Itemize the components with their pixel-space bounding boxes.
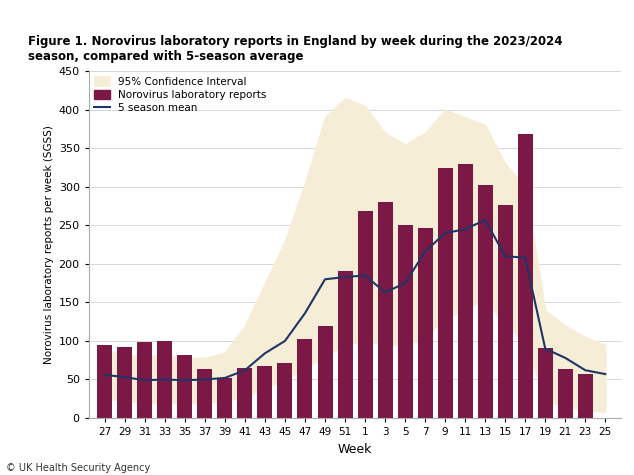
Bar	[418, 228, 432, 418]
Bar	[538, 348, 553, 418]
Bar	[297, 340, 313, 418]
Bar	[178, 355, 192, 418]
X-axis label: Week: Week	[338, 443, 372, 456]
Text: Figure 1. Norovirus laboratory reports in England by week during the 2023/2024
s: Figure 1. Norovirus laboratory reports i…	[27, 35, 562, 63]
Bar	[138, 342, 152, 418]
Bar	[237, 368, 252, 418]
Bar	[518, 133, 533, 418]
Y-axis label: Norovirus laboratory reports per week (SGSS): Norovirus laboratory reports per week (S…	[44, 125, 55, 364]
Bar	[378, 202, 392, 418]
Bar	[257, 366, 273, 418]
Bar	[157, 341, 172, 418]
Bar	[278, 363, 292, 418]
Bar	[558, 370, 573, 418]
Bar	[477, 184, 493, 418]
Bar	[97, 345, 112, 418]
Bar	[498, 205, 513, 418]
Bar	[337, 271, 353, 418]
Bar	[578, 374, 593, 418]
Bar	[358, 211, 373, 418]
Bar	[197, 369, 212, 418]
Bar	[458, 164, 473, 418]
Legend: 95% Confidence Interval, Norovirus laboratory reports, 5 season mean: 95% Confidence Interval, Norovirus labor…	[94, 76, 266, 114]
Bar	[217, 378, 233, 418]
Bar	[318, 326, 332, 418]
Bar	[117, 347, 133, 418]
Bar	[437, 168, 453, 418]
Bar	[398, 225, 413, 418]
Text: © UK Health Security Agency: © UK Health Security Agency	[6, 463, 151, 473]
